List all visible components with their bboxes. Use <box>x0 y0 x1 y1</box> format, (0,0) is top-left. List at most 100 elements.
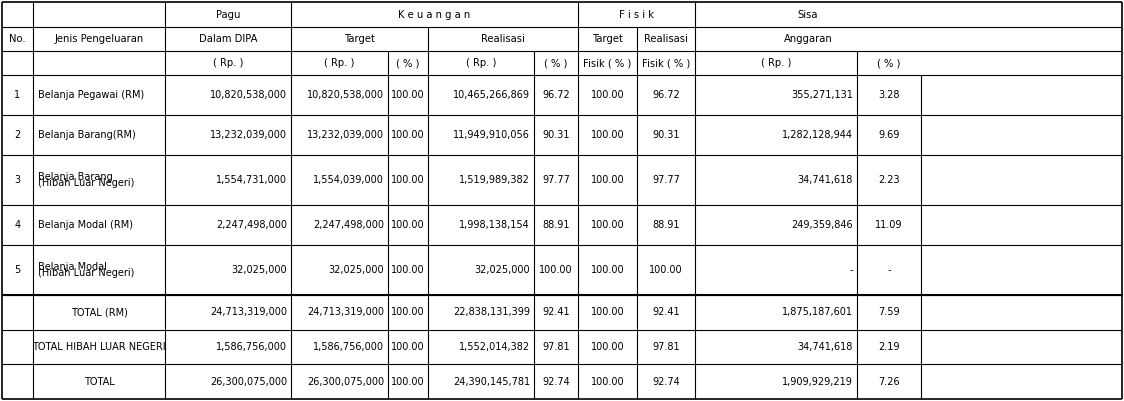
Text: 92.74: 92.74 <box>652 377 680 387</box>
Text: ( Rp. ): ( Rp. ) <box>325 58 355 68</box>
Text: 4: 4 <box>15 220 20 230</box>
Text: 100.00: 100.00 <box>391 265 425 275</box>
Text: 34,741,618: 34,741,618 <box>798 175 853 185</box>
Text: 100.00: 100.00 <box>650 265 682 275</box>
Text: 1,875,187,601: 1,875,187,601 <box>782 307 853 317</box>
Text: Fisik ( % ): Fisik ( % ) <box>583 58 632 68</box>
Text: Realisasi: Realisasi <box>481 34 525 44</box>
Text: 3: 3 <box>15 175 20 185</box>
Text: 24,713,319,000: 24,713,319,000 <box>307 307 384 317</box>
Text: Realisasi: Realisasi <box>644 34 688 44</box>
Text: 100.00: 100.00 <box>540 265 573 275</box>
Text: 100.00: 100.00 <box>591 220 624 230</box>
Text: ( Rp. ): ( Rp. ) <box>761 58 791 68</box>
Text: 24,390,145,781: 24,390,145,781 <box>453 377 531 387</box>
Text: 3.28: 3.28 <box>878 90 899 100</box>
Text: TOTAL HIBAH LUAR NEGERI: TOTAL HIBAH LUAR NEGERI <box>33 342 166 352</box>
Text: (Hibah Luar Negeri): (Hibah Luar Negeri) <box>38 269 135 279</box>
Text: -: - <box>887 265 890 275</box>
Text: 100.00: 100.00 <box>591 377 624 387</box>
Text: 11.09: 11.09 <box>876 220 903 230</box>
Text: 92.41: 92.41 <box>542 307 570 317</box>
Text: 26,300,075,000: 26,300,075,000 <box>307 377 384 387</box>
Text: 22,838,131,399: 22,838,131,399 <box>453 307 531 317</box>
Text: 32,025,000: 32,025,000 <box>328 265 384 275</box>
Text: 97.81: 97.81 <box>652 342 680 352</box>
Text: Target: Target <box>344 34 375 44</box>
Text: 1,586,756,000: 1,586,756,000 <box>216 342 287 352</box>
Text: TOTAL (RM): TOTAL (RM) <box>71 307 127 317</box>
Text: 1,552,014,382: 1,552,014,382 <box>459 342 531 352</box>
Text: 249,359,846: 249,359,846 <box>791 220 853 230</box>
Text: Belanja Barang(RM): Belanja Barang(RM) <box>38 130 136 140</box>
Text: 1,554,039,000: 1,554,039,000 <box>314 175 384 185</box>
Text: Anggaran: Anggaran <box>783 34 833 44</box>
Text: 88.91: 88.91 <box>652 220 680 230</box>
Text: 100.00: 100.00 <box>591 342 624 352</box>
Text: Fisik ( % ): Fisik ( % ) <box>642 58 690 68</box>
Text: 100.00: 100.00 <box>391 342 425 352</box>
Text: Sisa: Sisa <box>798 10 818 20</box>
Text: 24,713,319,000: 24,713,319,000 <box>210 307 287 317</box>
Text: 96.72: 96.72 <box>542 90 570 100</box>
Text: 100.00: 100.00 <box>391 130 425 140</box>
Text: 7.26: 7.26 <box>878 377 900 387</box>
Text: 1,998,138,154: 1,998,138,154 <box>460 220 531 230</box>
Text: 5: 5 <box>15 265 20 275</box>
Text: 9.69: 9.69 <box>878 130 899 140</box>
Text: 97.77: 97.77 <box>652 175 680 185</box>
Text: 10,465,266,869: 10,465,266,869 <box>453 90 531 100</box>
Text: 92.41: 92.41 <box>652 307 680 317</box>
Text: Jenis Pengeluaran: Jenis Pengeluaran <box>54 34 144 43</box>
Text: 100.00: 100.00 <box>591 175 624 185</box>
Text: 2: 2 <box>15 130 20 140</box>
Text: 90.31: 90.31 <box>542 130 570 140</box>
Text: 2.23: 2.23 <box>878 175 900 185</box>
Text: 11,949,910,056: 11,949,910,056 <box>453 130 531 140</box>
Text: 90.31: 90.31 <box>652 130 680 140</box>
Text: 2,247,498,000: 2,247,498,000 <box>216 220 287 230</box>
Text: 92.74: 92.74 <box>542 377 570 387</box>
Text: 32,025,000: 32,025,000 <box>474 265 531 275</box>
Text: 88.91: 88.91 <box>542 220 570 230</box>
Text: 100.00: 100.00 <box>391 307 425 317</box>
Text: 1,554,731,000: 1,554,731,000 <box>216 175 287 185</box>
Text: ( Rp. ): ( Rp. ) <box>465 58 496 68</box>
Text: 32,025,000: 32,025,000 <box>232 265 287 275</box>
Text: 100.00: 100.00 <box>591 130 624 140</box>
Text: 100.00: 100.00 <box>591 307 624 317</box>
Text: 7.59: 7.59 <box>878 307 900 317</box>
Text: No.: No. <box>9 34 26 43</box>
Text: 100.00: 100.00 <box>391 220 425 230</box>
Text: 13,232,039,000: 13,232,039,000 <box>210 130 287 140</box>
Text: 2,247,498,000: 2,247,498,000 <box>312 220 384 230</box>
Text: 26,300,075,000: 26,300,075,000 <box>210 377 287 387</box>
Text: Belanja Modal (RM): Belanja Modal (RM) <box>38 220 133 230</box>
Text: K e u a n g a n: K e u a n g a n <box>398 10 471 20</box>
Text: 2.19: 2.19 <box>878 342 899 352</box>
Text: F i s i k: F i s i k <box>619 10 654 20</box>
Text: (Hibah Luar Negeri): (Hibah Luar Negeri) <box>38 178 135 188</box>
Text: 13,232,039,000: 13,232,039,000 <box>307 130 384 140</box>
Text: 100.00: 100.00 <box>591 90 624 100</box>
Text: 1: 1 <box>15 90 20 100</box>
Text: 1,519,989,382: 1,519,989,382 <box>459 175 531 185</box>
Text: 100.00: 100.00 <box>391 90 425 100</box>
Text: -: - <box>850 265 853 275</box>
Text: TOTAL: TOTAL <box>83 377 115 387</box>
Text: 1,586,756,000: 1,586,756,000 <box>312 342 384 352</box>
Text: 97.81: 97.81 <box>542 342 570 352</box>
Text: 10,820,538,000: 10,820,538,000 <box>210 90 287 100</box>
Text: ( % ): ( % ) <box>397 58 419 68</box>
Text: 10,820,538,000: 10,820,538,000 <box>307 90 384 100</box>
Text: 96.72: 96.72 <box>652 90 680 100</box>
Text: 355,271,131: 355,271,131 <box>791 90 853 100</box>
Text: Dalam DIPA: Dalam DIPA <box>199 34 257 44</box>
Text: Belanja Barang: Belanja Barang <box>38 172 112 182</box>
Text: Pagu: Pagu <box>216 10 241 20</box>
Text: 34,741,618: 34,741,618 <box>798 342 853 352</box>
Text: 1,909,929,219: 1,909,929,219 <box>782 377 853 387</box>
Text: Target: Target <box>592 34 623 44</box>
Text: 100.00: 100.00 <box>391 175 425 185</box>
Text: 97.77: 97.77 <box>542 175 570 185</box>
